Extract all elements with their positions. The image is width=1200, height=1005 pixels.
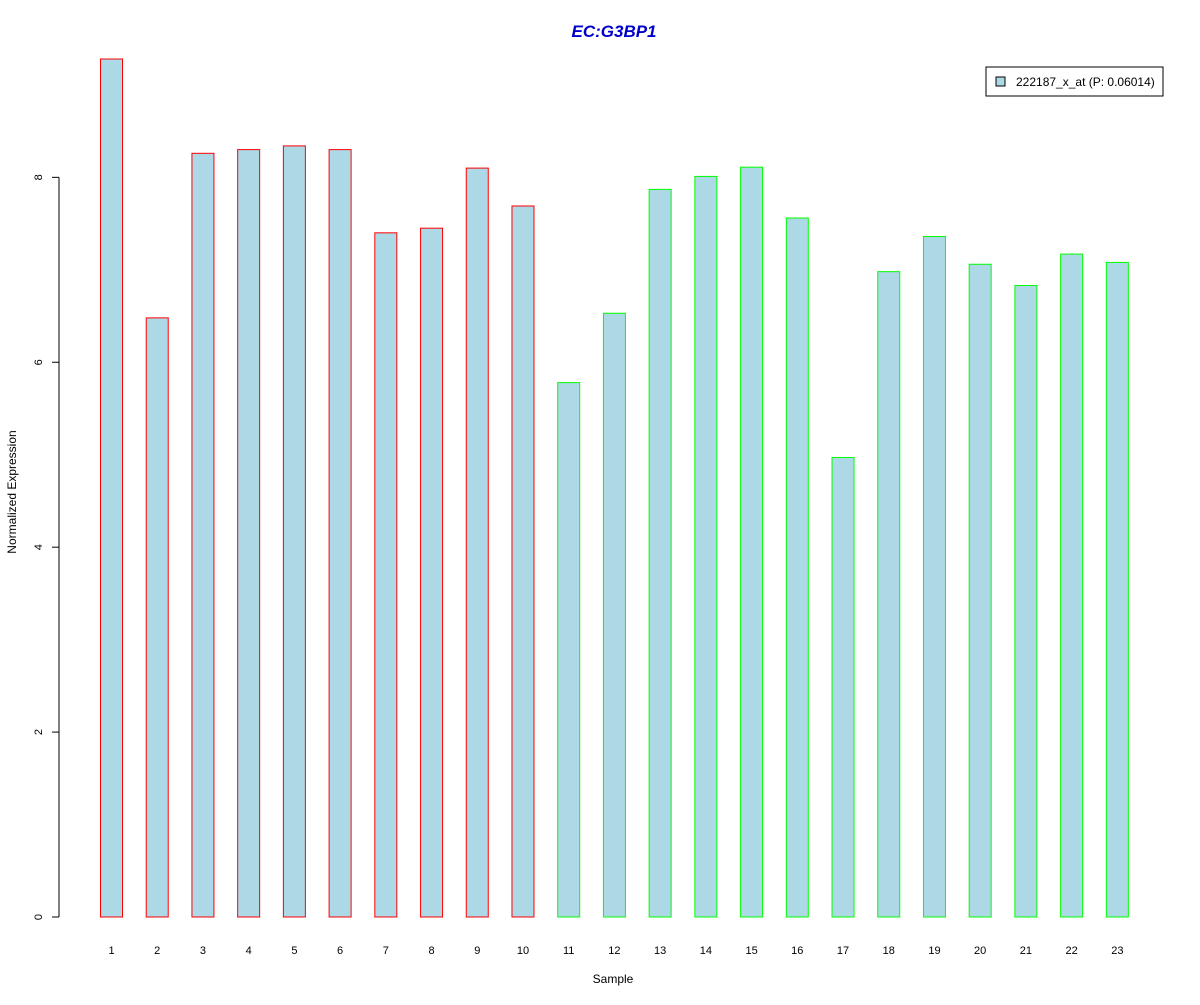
x-tick-label: 6 (337, 945, 343, 957)
chart-title: EC:G3BP1 (571, 22, 656, 41)
y-tick-label: 0 (33, 914, 45, 920)
bar (465, 167, 489, 918)
bar (1060, 253, 1084, 918)
bar (968, 263, 992, 918)
x-tick-label: 12 (608, 945, 620, 957)
bar (922, 236, 946, 918)
x-tick-label: 21 (1020, 945, 1032, 957)
bar (740, 166, 764, 918)
x-tick-label: 2 (154, 945, 160, 957)
y-tick-label: 6 (33, 359, 45, 365)
x-tick-label: 11 (563, 945, 574, 957)
x-axis-label: Sample (593, 972, 634, 986)
x-tick-label: 1 (108, 945, 114, 957)
x-tick-label: 3 (200, 945, 206, 957)
y-tick-label: 2 (33, 729, 45, 735)
bar (511, 205, 535, 918)
bar (602, 312, 626, 918)
x-tick-label: 14 (700, 945, 712, 957)
x-tick-label: 5 (291, 945, 297, 957)
bar (282, 145, 306, 918)
y-tick-label: 8 (33, 174, 45, 180)
bar (785, 217, 809, 918)
x-tick-label: 10 (517, 945, 529, 957)
x-tick-label: 13 (654, 945, 666, 957)
bar (374, 232, 398, 918)
x-tick-label: 23 (1111, 945, 1123, 957)
y-axis-label: Normalized Expression (5, 430, 19, 553)
x-tick-label: 17 (837, 945, 849, 957)
bar (237, 149, 261, 918)
x-tick-label: 16 (791, 945, 803, 957)
bar (145, 317, 169, 918)
bars (100, 58, 1129, 918)
bar (191, 152, 215, 918)
legend-box (985, 66, 1164, 97)
legend-swatch (995, 76, 1006, 87)
legend-label: 222187_x_at (P: 0.06014) (1016, 75, 1155, 89)
bar (100, 58, 123, 918)
bar (1105, 261, 1129, 918)
bar (694, 175, 718, 918)
bar (877, 271, 901, 918)
bar (328, 149, 352, 918)
bar (648, 188, 672, 918)
x-tick-label: 15 (745, 945, 757, 957)
bar (1014, 285, 1038, 918)
x-tick-label: 4 (246, 945, 252, 957)
x-tick-label: 20 (974, 945, 986, 957)
x-tick-label: 8 (428, 945, 434, 957)
legend: 222187_x_at (P: 0.06014) (985, 66, 1164, 97)
x-tick-label: 18 (883, 945, 895, 957)
x-tick-label: 19 (928, 945, 940, 957)
bar (420, 227, 444, 918)
x-tick-label: 9 (474, 945, 480, 957)
y-axis: 0 2 4 6 8 (33, 174, 60, 920)
y-tick-label: 4 (33, 544, 45, 550)
bar (831, 456, 855, 918)
x-tick-label: 7 (383, 945, 389, 957)
x-tick-label: 22 (1065, 945, 1077, 957)
bar (557, 382, 581, 918)
x-tick-labels: 1 2 3 4 5 6 7 8 9 10 11 12 13 14 15 16 17 18 19 20 21 22 23 (108, 945, 1123, 957)
